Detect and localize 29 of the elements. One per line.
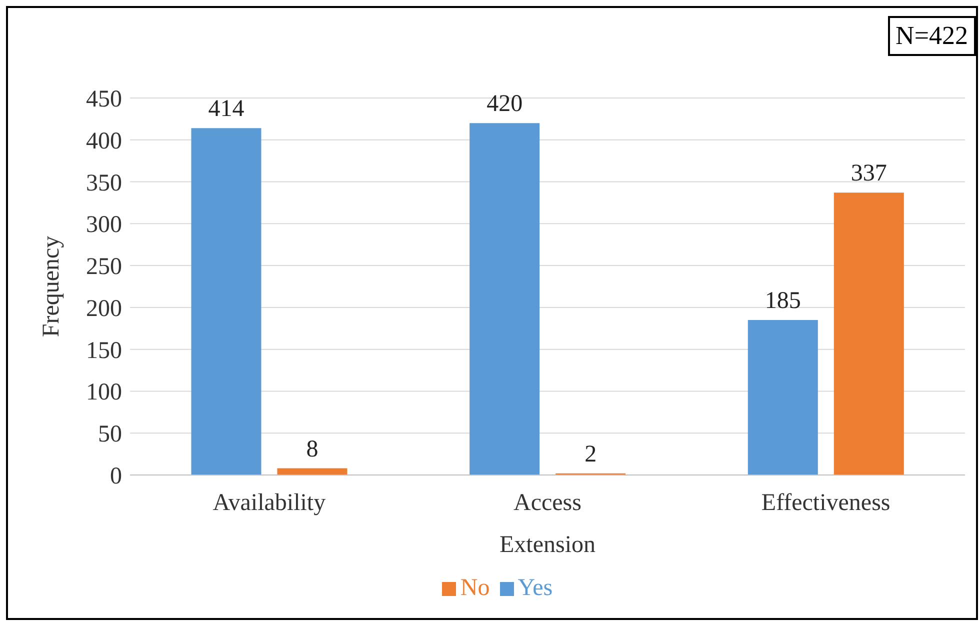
data-label: 414 bbox=[208, 96, 244, 122]
text: N=422 bbox=[888, 16, 976, 56]
y-tick-label: 300 bbox=[86, 212, 122, 238]
y-tick-label: 100 bbox=[86, 380, 122, 406]
y-tick-label: 250 bbox=[86, 254, 122, 280]
data-label: 337 bbox=[850, 160, 887, 187]
x-tick-label: Access bbox=[514, 490, 582, 516]
y-tick-label: 0 bbox=[110, 464, 122, 490]
bar bbox=[470, 123, 540, 475]
x-tick-label: Availability bbox=[212, 490, 326, 516]
data-label: 420 bbox=[486, 91, 523, 118]
bar bbox=[277, 468, 348, 475]
x-tick-label: Effectiveness bbox=[761, 490, 890, 516]
bar bbox=[191, 128, 262, 475]
legend-label: No bbox=[460, 575, 490, 601]
y-tick-label: 450 bbox=[86, 86, 122, 113]
y-tick-label: 400 bbox=[86, 128, 122, 154]
x-axis-title: Extension bbox=[500, 532, 596, 558]
data-label: 2 bbox=[584, 441, 597, 468]
y-tick-label: 150 bbox=[86, 338, 122, 364]
bar bbox=[748, 320, 818, 475]
y-tick-label: 350 bbox=[86, 170, 122, 196]
data-label: 8 bbox=[306, 436, 318, 462]
y-axis-title: Frequency bbox=[38, 236, 65, 338]
data-label: 185 bbox=[764, 288, 801, 314]
bar bbox=[834, 192, 904, 475]
y-tick-label: 50 bbox=[98, 422, 122, 448]
y-tick-label: 200 bbox=[86, 296, 122, 322]
legend-label: Yes bbox=[518, 575, 553, 601]
